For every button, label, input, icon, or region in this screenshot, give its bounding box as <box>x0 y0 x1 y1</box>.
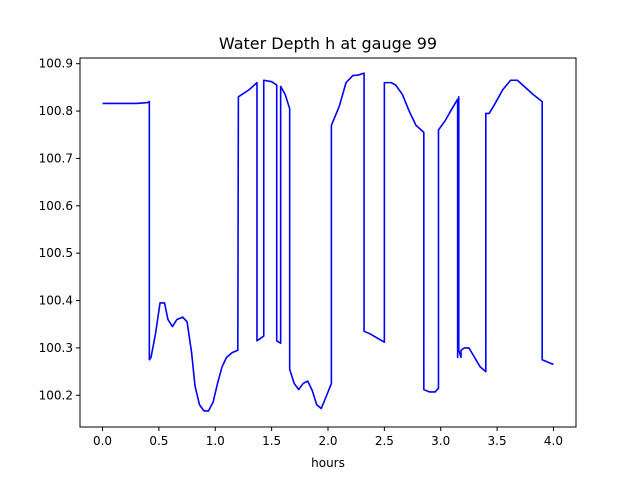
y-tick-label: 100.3 <box>39 341 73 355</box>
y-tick-label: 100.8 <box>39 104 73 118</box>
y-tick-label: 100.9 <box>39 57 73 71</box>
y-tick-label: 100.7 <box>39 151 73 165</box>
x-axis: 0.0 0.5 1.0 1.5 2.0 2.5 3.0 3.5 4.0 <box>93 427 563 448</box>
x-tick-label: 3.0 <box>431 434 450 448</box>
x-tick-label: 1.5 <box>262 434 281 448</box>
series-line-0 <box>102 72 554 412</box>
x-tick-label: 0.0 <box>93 434 112 448</box>
x-tick-label: 2.0 <box>318 434 337 448</box>
y-tick-label: 100.6 <box>39 199 73 213</box>
x-tick-label: 4.0 <box>544 434 563 448</box>
plot-lines <box>102 72 554 412</box>
y-axis: 100.2 100.3 100.4 100.5 100.6 100.7 100.8 100.9 <box>39 57 80 402</box>
x-tick-label: 0.5 <box>149 434 168 448</box>
y-tick-label: 100.4 <box>39 294 73 308</box>
x-axis-label: hours <box>311 456 345 470</box>
plot-frame <box>79 57 577 428</box>
y-tick-label: 100.2 <box>39 388 73 402</box>
x-tick-label: 3.5 <box>488 434 507 448</box>
y-tick-label: 100.5 <box>39 246 73 260</box>
chart-title: Water Depth h at gauge 99 <box>219 34 437 53</box>
x-tick-label: 1.0 <box>206 434 225 448</box>
x-tick-label: 2.5 <box>375 434 394 448</box>
